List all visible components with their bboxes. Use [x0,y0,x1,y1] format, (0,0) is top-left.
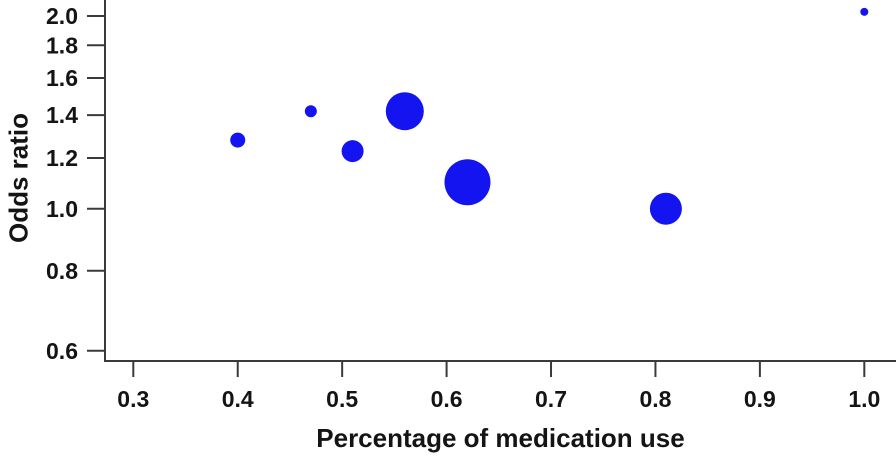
y-tick-label: 1.4 [46,102,78,128]
data-point [341,140,364,163]
x-tick-label: 0.7 [535,386,567,412]
data-point [304,105,317,118]
y-tick-label: 2.0 [46,3,78,29]
y-axis-title: Odds ratio [3,112,34,244]
data-point [649,192,682,225]
x-tick-label: 0.6 [431,386,463,412]
x-tick-label: 0.3 [117,386,149,412]
y-tick-label: 1.8 [46,32,78,58]
x-tick-label: 0.8 [639,386,671,412]
y-tick-label: 0.8 [46,258,78,284]
y-tick-label: 1.2 [46,145,78,171]
x-tick-label: 0.5 [326,386,358,412]
x-tick-label: 1.0 [848,386,880,412]
data-point [230,132,246,148]
x-axis-title: Percentage of medication use [316,423,685,453]
x-tick-label: 0.4 [222,386,254,412]
y-tick-label: 0.6 [46,338,78,364]
data-point [385,92,424,131]
y-tick-label: 1.6 [46,65,78,91]
data-point [444,159,491,206]
y-tick-label: 1.0 [46,196,78,222]
x-tick-label: 0.9 [744,386,776,412]
data-point [860,7,869,16]
